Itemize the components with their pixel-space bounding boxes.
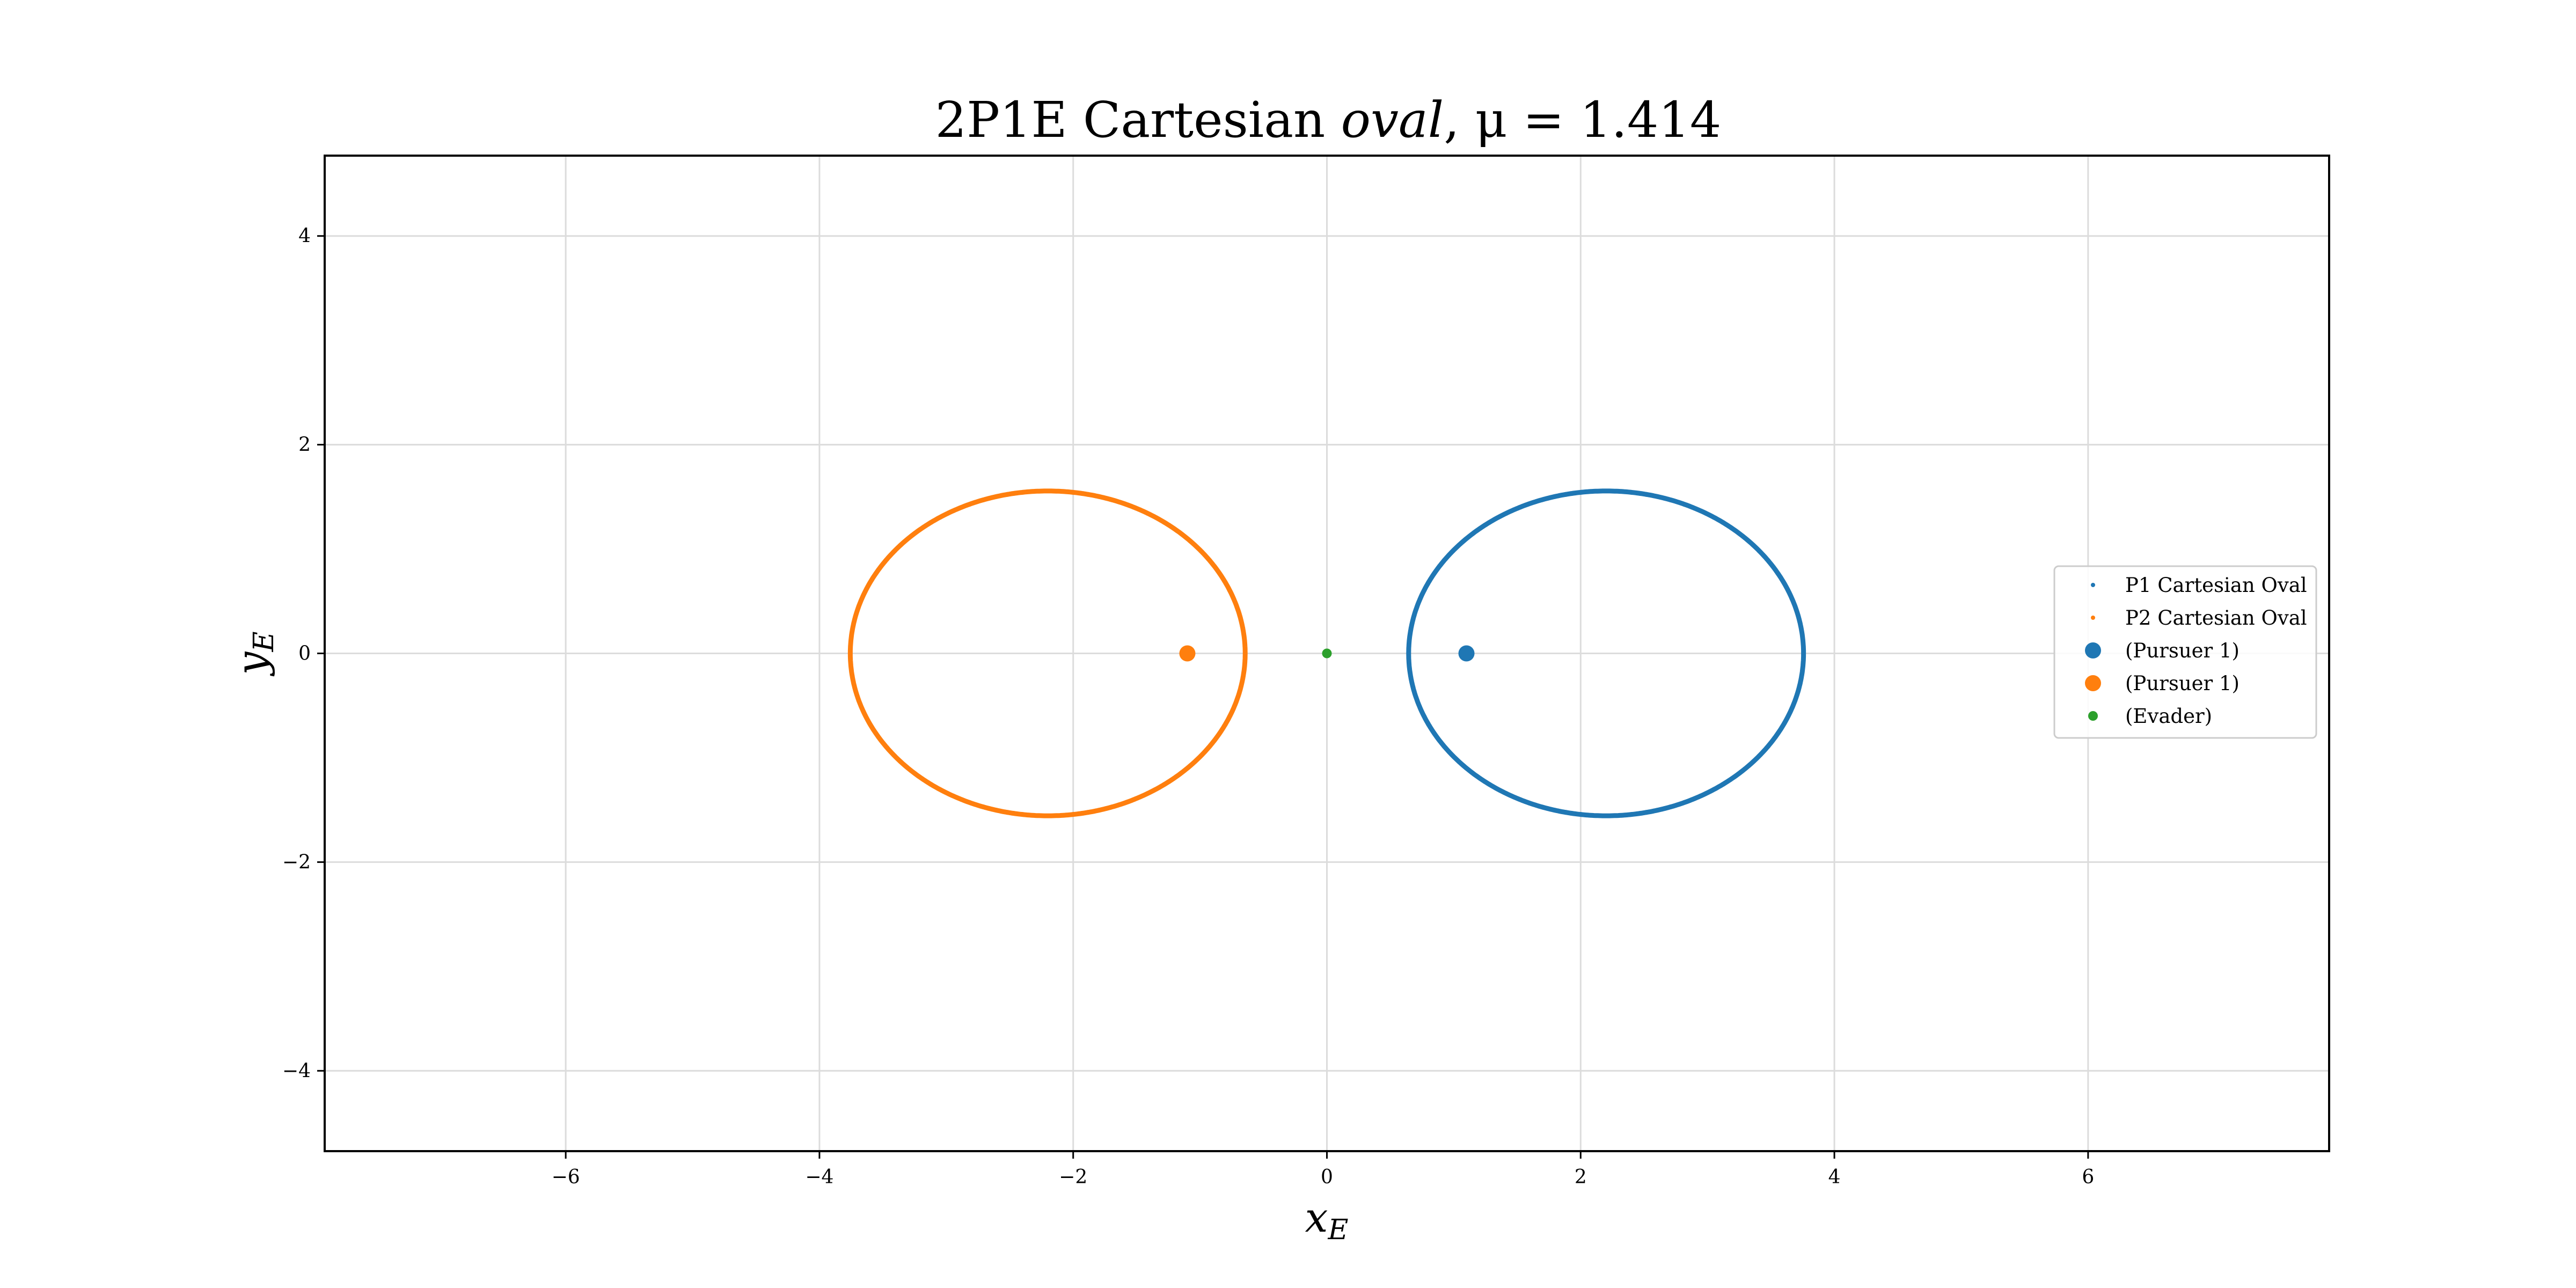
axis-ticks: −6 −4 −2 0 2 4 6 −4 −2 0 2 4 bbox=[282, 225, 2094, 1188]
oval-curves bbox=[847, 488, 1806, 818]
legend-label: (Pursuer 1) bbox=[2125, 672, 2240, 695]
legend-frame bbox=[2053, 565, 2317, 739]
x-tick-label: −2 bbox=[1059, 1166, 1087, 1188]
legend-label: P2 Cartesian Oval bbox=[2125, 606, 2307, 630]
x-tick-label: −4 bbox=[805, 1166, 833, 1188]
point-marker bbox=[1322, 648, 1332, 658]
legend-label: P1 Cartesian Oval bbox=[2125, 574, 2307, 597]
legend-label: (Pursuer 1) bbox=[2125, 639, 2240, 662]
legend: P1 Cartesian Oval P2 Cartesian Oval (Pursu… bbox=[2053, 565, 2317, 739]
y-tick-label: −4 bbox=[282, 1060, 311, 1082]
legend-marker bbox=[2091, 616, 2095, 620]
y-axis-label: yE bbox=[228, 632, 280, 677]
oval-curve bbox=[847, 488, 1248, 818]
chart-title: 2P1E Cartesian oval, μ = 1.414 bbox=[935, 91, 1722, 149]
x-tick-label: 0 bbox=[1321, 1166, 1333, 1188]
legend-label: (Evader) bbox=[2125, 705, 2212, 728]
point-markers bbox=[1179, 645, 1475, 662]
y-tick-label: 2 bbox=[298, 434, 311, 456]
legend-marker bbox=[2091, 583, 2095, 587]
legend-marker bbox=[2085, 642, 2101, 658]
x-tick-label: −6 bbox=[552, 1166, 580, 1188]
x-axis-label: xE bbox=[1305, 1194, 1349, 1246]
x-tick-label: 4 bbox=[1828, 1166, 1841, 1188]
point-marker bbox=[1179, 645, 1196, 662]
legend-marker bbox=[2088, 711, 2098, 721]
legend-marker bbox=[2085, 675, 2101, 691]
x-tick-label: 6 bbox=[2082, 1166, 2094, 1188]
y-tick-label: 0 bbox=[298, 643, 311, 665]
oval-curve bbox=[1406, 488, 1806, 818]
x-tick-label: 2 bbox=[1575, 1166, 1587, 1188]
y-tick-label: 4 bbox=[298, 225, 311, 247]
point-marker bbox=[1458, 645, 1475, 662]
y-tick-label: −2 bbox=[282, 851, 311, 873]
